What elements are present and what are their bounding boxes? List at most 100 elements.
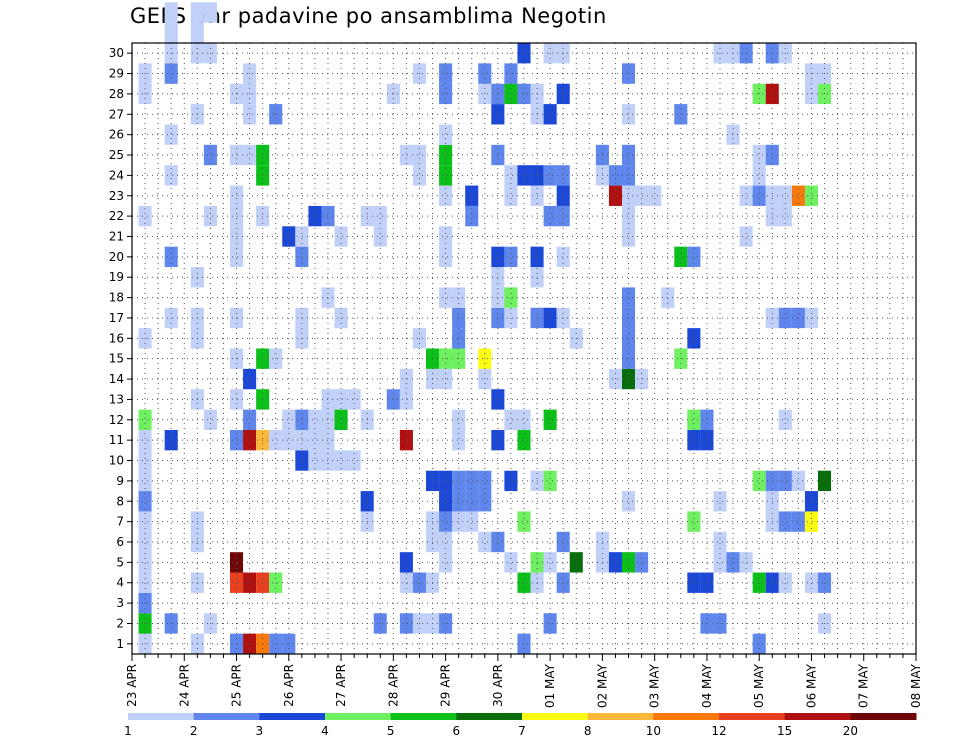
heatmap-cell [517, 429, 531, 451]
heatmap-cell [635, 368, 649, 390]
colorbar-label: 1 [124, 724, 132, 738]
heatmap-cell [282, 409, 296, 430]
colorbar-swatch [587, 713, 654, 720]
y-tick-label: 11 [109, 433, 124, 447]
heatmap-cell [308, 429, 322, 451]
heatmap-cell [778, 409, 792, 430]
heatmap-cell [635, 185, 649, 206]
x-tick-label: 28 APR [386, 664, 400, 707]
heatmap-cell [622, 287, 636, 308]
heatmap-cell [439, 287, 453, 308]
colorbar-label: 15 [777, 724, 792, 738]
heatmap-cell [517, 511, 531, 532]
heatmap-cell [138, 552, 152, 573]
y-tick-label: 21 [109, 229, 124, 243]
heatmap-cell [804, 185, 818, 206]
heatmap-cell [164, 124, 178, 145]
heatmap-cell [687, 409, 701, 430]
heatmap-cell [504, 185, 518, 206]
y-tick-label: 24 [109, 168, 124, 182]
colorbar-swatch [653, 713, 720, 720]
heatmap-cell [543, 307, 557, 329]
heatmap-cell [282, 226, 296, 247]
heatmap-cell [439, 124, 453, 145]
heatmap-cell [269, 429, 283, 451]
heatmap-cell [804, 511, 818, 532]
heatmap-cell [230, 246, 244, 268]
y-tick-label: 14 [109, 372, 124, 386]
heatmap-cell [622, 185, 636, 206]
heatmap-cell [674, 246, 688, 268]
heatmap-cell [465, 205, 479, 227]
heatmap-cell [334, 307, 348, 329]
x-tick-label: 02 MAY [595, 663, 609, 708]
heatmap-cell [203, 205, 217, 227]
x-tick-label: 25 APR [230, 664, 244, 707]
heatmap-cell [687, 572, 701, 593]
heatmap-cell [622, 368, 636, 390]
heatmap-cell [517, 409, 531, 430]
heatmap-cell [308, 205, 322, 227]
y-tick-label: 19 [109, 270, 124, 284]
heatmap-cell [243, 409, 257, 430]
colorbar-label: 8 [584, 724, 592, 738]
heatmap-cell [543, 165, 557, 186]
heatmap-cell [818, 572, 832, 593]
heatmap-cell [465, 470, 479, 492]
heatmap-cell [478, 531, 492, 553]
heatmap-cell [804, 572, 818, 593]
heatmap-cell [138, 450, 152, 471]
heatmap-cell [478, 491, 492, 512]
heatmap-cell [543, 205, 557, 227]
heatmap-cell [622, 307, 636, 329]
heatmap-cell [608, 552, 622, 573]
heatmap-cell [347, 389, 361, 410]
x-tick-label: 03 MAY [648, 663, 662, 708]
heatmap-cell [439, 165, 453, 186]
heatmap-cell [608, 165, 622, 186]
heatmap-cell [203, 2, 217, 23]
heatmap-cell [334, 389, 348, 410]
heatmap-cell [465, 185, 479, 206]
heatmap-cell [543, 552, 557, 573]
colorbar-swatch [784, 713, 851, 720]
x-tick-label: 08 MAY [909, 663, 923, 708]
heatmap-cell [452, 307, 466, 329]
heatmap-cell [504, 409, 518, 430]
heatmap-cell [752, 470, 766, 492]
heatmap-cell [439, 185, 453, 206]
heatmap-cell [791, 185, 805, 206]
heatmap-cell [164, 246, 178, 268]
heatmap-cell [321, 205, 335, 227]
y-tick-label: 13 [109, 392, 124, 406]
heatmap-cell [713, 552, 727, 573]
x-tick-label: 01 MAY [543, 663, 557, 708]
y-tick-label: 2 [116, 616, 124, 630]
heatmap-cell [164, 307, 178, 329]
colorbar-label: 5 [387, 724, 395, 738]
heatmap-cell [465, 491, 479, 512]
heatmap-cell [622, 226, 636, 247]
colorbar-label: 7 [518, 724, 526, 738]
heatmap-cell [412, 165, 426, 186]
heatmap-cell [517, 572, 531, 593]
heatmap-cell [543, 470, 557, 492]
heatmap-cell [622, 491, 636, 512]
heatmap-cell [556, 205, 570, 227]
heatmap-cell [399, 368, 413, 390]
heatmap-cell [321, 450, 335, 471]
colorbar-swatch [522, 713, 589, 720]
y-tick-label: 30 [109, 46, 124, 60]
heatmap-cell [739, 552, 753, 573]
heatmap-cell [752, 185, 766, 206]
heatmap-cell [439, 531, 453, 553]
heatmap-cell [138, 531, 152, 553]
heatmap-cell [622, 165, 636, 186]
y-tick-label: 10 [109, 454, 124, 468]
colorbar-swatch [325, 713, 392, 720]
heatmap-cell [439, 511, 453, 532]
colorbar-swatch [850, 713, 917, 720]
heatmap-cell [295, 226, 309, 247]
y-tick-label: 15 [109, 352, 124, 366]
